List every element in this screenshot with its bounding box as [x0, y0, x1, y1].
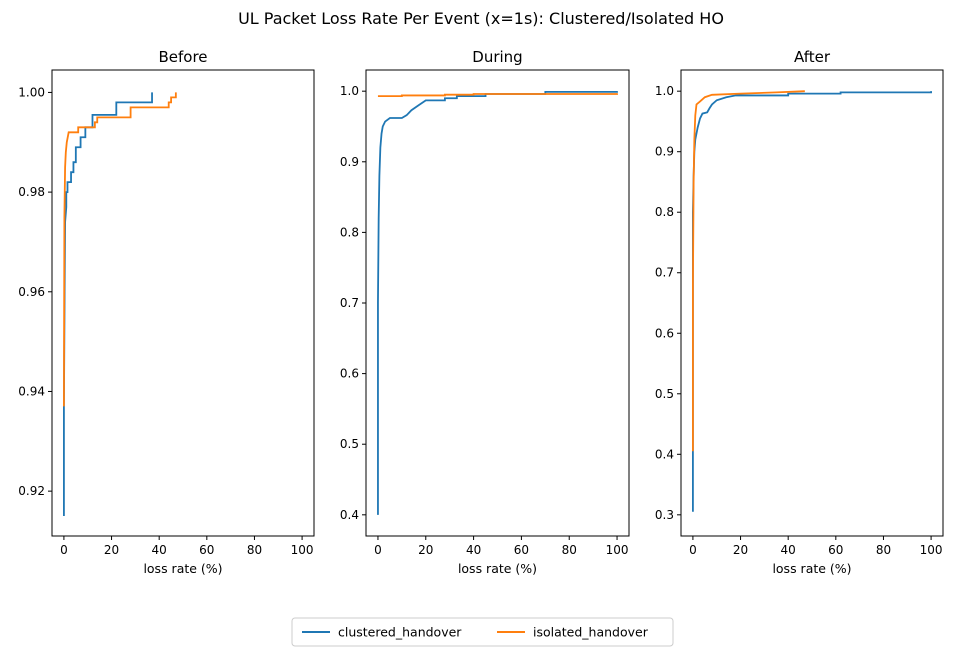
- x-axis-label: loss rate (%): [458, 561, 537, 576]
- x-tick-label: 20: [733, 543, 748, 557]
- y-tick-label: 0.5: [655, 387, 674, 401]
- x-tick-label: 40: [781, 543, 796, 557]
- y-tick-label: 0.94: [18, 384, 45, 398]
- subplot-after: After 0 20 40 60 80 100 0.3 0.4 0.5 0.6 0.7 0.8 0.9 1.…: [655, 48, 944, 576]
- x-tick-label: 60: [199, 543, 214, 557]
- series-line-isolated-handover: [692, 90, 805, 452]
- subplot-title: Before: [158, 48, 207, 66]
- y-tick-label: 0.8: [655, 205, 674, 219]
- y-tick-label: 0.98: [18, 185, 45, 199]
- legend-label-clustered-handover: clustered_handover: [338, 625, 462, 640]
- x-tick-label: 0: [60, 543, 68, 557]
- y-tick-label: 0.92: [18, 484, 45, 498]
- y-tick-label: 1.00: [18, 85, 45, 99]
- y-tick-label: 0.7: [340, 296, 359, 310]
- subplot-title: During: [472, 48, 522, 66]
- y-tick-label: 0.96: [18, 285, 45, 299]
- x-tick-label: 40: [152, 543, 167, 557]
- y-tick-label: 0.6: [655, 326, 674, 340]
- series-line-isolated-handover: [63, 92, 177, 407]
- y-tick-label: 1.0: [340, 84, 359, 98]
- x-axis-label: loss rate (%): [143, 561, 222, 576]
- y-tick-label: 0.6: [340, 367, 359, 381]
- x-tick-label: 0: [374, 543, 382, 557]
- y-tick-label: 0.7: [655, 266, 674, 280]
- legend-box: [291, 617, 674, 647]
- series-line-isolated-handover: [377, 93, 618, 98]
- series-line-clustered-handover: [692, 91, 932, 512]
- x-tick-label: 100: [606, 543, 629, 557]
- x-tick-label: 40: [466, 543, 481, 557]
- plot-frame: [365, 69, 630, 537]
- y-tick-label: 0.8: [340, 225, 359, 239]
- plot-frame: [51, 69, 315, 537]
- subplot-before: Before 0 20 40 60 80 100 0.92 0.94 0.96 0.98 1.00 lo…: [18, 48, 315, 576]
- x-axis-label: loss rate (%): [772, 561, 851, 576]
- x-tick-label: 80: [562, 543, 577, 557]
- x-tick-label: 100: [291, 543, 314, 557]
- plot-frame: [680, 69, 944, 537]
- x-tick-label: 60: [828, 543, 843, 557]
- subplot-title: After: [794, 48, 831, 66]
- y-tick-label: 0.4: [655, 447, 674, 461]
- series-line-clustered-handover: [63, 92, 153, 517]
- subplot-during: During 0 20 40 60 80 100 0.4 0.5 0.6 0.7 0.8 0.9 1.0 l…: [340, 48, 630, 576]
- figure-title: UL Packet Loss Rate Per Event (x=1s): Cl…: [238, 9, 724, 28]
- y-tick-label: 1.0: [655, 84, 674, 98]
- x-tick-label: 80: [247, 543, 262, 557]
- y-tick-label: 0.3: [655, 508, 674, 522]
- x-tick-label: 60: [514, 543, 529, 557]
- x-tick-label: 20: [418, 543, 433, 557]
- x-tick-label: 100: [920, 543, 943, 557]
- legend-label-isolated-handover: isolated_handover: [533, 625, 649, 640]
- series-line-clustered-handover: [377, 90, 618, 515]
- x-tick-label: 0: [689, 543, 697, 557]
- y-tick-label: 0.5: [340, 437, 359, 451]
- x-tick-label: 20: [104, 543, 119, 557]
- legend: clustered_handover isolated_handover: [291, 617, 674, 647]
- y-tick-label: 0.9: [655, 145, 674, 159]
- y-tick-label: 0.4: [340, 508, 359, 522]
- y-tick-label: 0.9: [340, 155, 359, 169]
- x-tick-label: 80: [876, 543, 891, 557]
